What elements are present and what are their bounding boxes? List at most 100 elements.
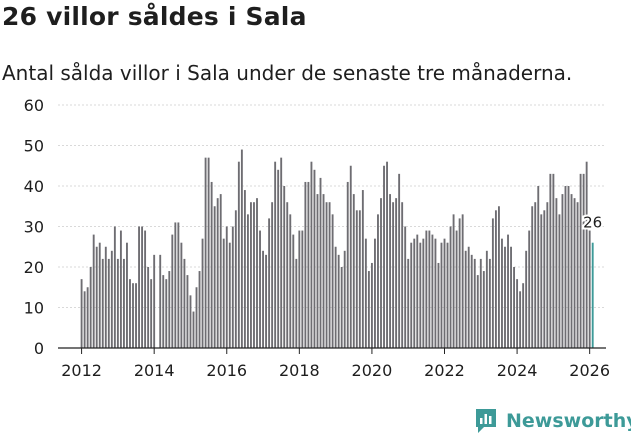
bar — [277, 169, 280, 348]
bar — [189, 295, 192, 348]
bar — [313, 169, 316, 348]
bar — [416, 234, 419, 348]
bar — [361, 190, 364, 348]
bar — [485, 250, 488, 348]
bar — [440, 242, 443, 348]
bar — [389, 194, 392, 348]
bar — [367, 271, 370, 348]
bar — [504, 246, 506, 348]
bar — [92, 234, 95, 348]
bar — [510, 246, 512, 348]
bar — [567, 186, 570, 348]
bar — [310, 161, 313, 348]
bar — [162, 275, 165, 348]
bar — [201, 238, 204, 348]
bar — [343, 250, 346, 348]
bar — [428, 230, 431, 348]
bar — [377, 214, 379, 348]
bar — [346, 181, 349, 348]
bar — [256, 198, 258, 348]
bar — [461, 214, 464, 348]
bar — [116, 258, 119, 348]
bar — [138, 226, 140, 348]
bar — [298, 230, 301, 348]
bar — [392, 202, 395, 348]
bar — [316, 194, 319, 348]
bar — [516, 279, 519, 348]
x-tick-label: 2016 — [206, 361, 247, 380]
bar — [537, 186, 540, 348]
bar — [355, 210, 358, 348]
chart-subtitle: Antal sålda villor i Sala under de senas… — [2, 61, 573, 85]
bar — [431, 234, 434, 348]
bar — [153, 254, 156, 348]
x-tick-label: 2014 — [134, 361, 175, 380]
bar — [398, 173, 401, 348]
bar — [319, 177, 322, 348]
bar — [525, 250, 528, 348]
bar — [470, 254, 473, 348]
bar — [491, 218, 494, 348]
bar — [101, 258, 104, 348]
bar — [240, 149, 243, 348]
bar — [328, 202, 331, 348]
bar — [253, 202, 255, 348]
bar — [86, 287, 89, 348]
bar — [422, 238, 425, 348]
bar — [519, 291, 522, 348]
bar — [141, 226, 144, 348]
bar — [383, 165, 385, 348]
bar — [543, 210, 546, 348]
bar — [237, 161, 240, 348]
bar — [110, 250, 113, 348]
bar — [540, 214, 543, 348]
bar — [168, 271, 171, 348]
bar — [528, 230, 531, 348]
bar — [280, 157, 283, 348]
bar — [119, 230, 122, 348]
bar — [171, 234, 174, 348]
bar — [413, 238, 416, 348]
bar — [207, 157, 210, 348]
y-tick-label: 20 — [24, 258, 44, 277]
bar — [304, 181, 307, 348]
bar — [83, 291, 86, 348]
bar — [195, 287, 198, 348]
bar — [129, 279, 131, 348]
bar — [549, 173, 552, 348]
x-tick-label: 2018 — [279, 361, 320, 380]
y-tick-label: 30 — [24, 218, 44, 237]
bar — [498, 206, 500, 348]
bar — [216, 198, 219, 348]
bar — [358, 210, 361, 348]
bar — [334, 246, 337, 348]
bar — [331, 214, 334, 348]
bar — [289, 214, 292, 348]
bar — [126, 242, 128, 348]
bar — [165, 279, 168, 348]
bar — [177, 222, 180, 348]
bar — [507, 234, 509, 348]
bar — [582, 173, 585, 348]
bar — [234, 210, 237, 348]
bar — [271, 202, 274, 348]
bar — [322, 194, 325, 348]
bar — [228, 242, 231, 348]
bar — [482, 271, 485, 348]
bar — [452, 214, 455, 348]
bar — [183, 258, 186, 348]
bar — [404, 226, 407, 348]
bar — [386, 161, 388, 348]
bar — [337, 254, 340, 348]
newsworthy-logo[interactable]: Newsworthy — [474, 405, 631, 437]
bar-chart: 0 10 20 30 40 50 60 2012 2014 2016 2018 2020 2022 202… — [24, 96, 610, 380]
bar — [464, 250, 467, 348]
bar — [564, 186, 567, 348]
chart-title: 26 villor såldes i Sala — [2, 2, 307, 31]
bar — [122, 258, 125, 348]
bar — [107, 258, 110, 348]
bar — [501, 238, 503, 348]
bar — [286, 202, 289, 348]
bar — [522, 283, 525, 348]
bar — [98, 242, 101, 348]
